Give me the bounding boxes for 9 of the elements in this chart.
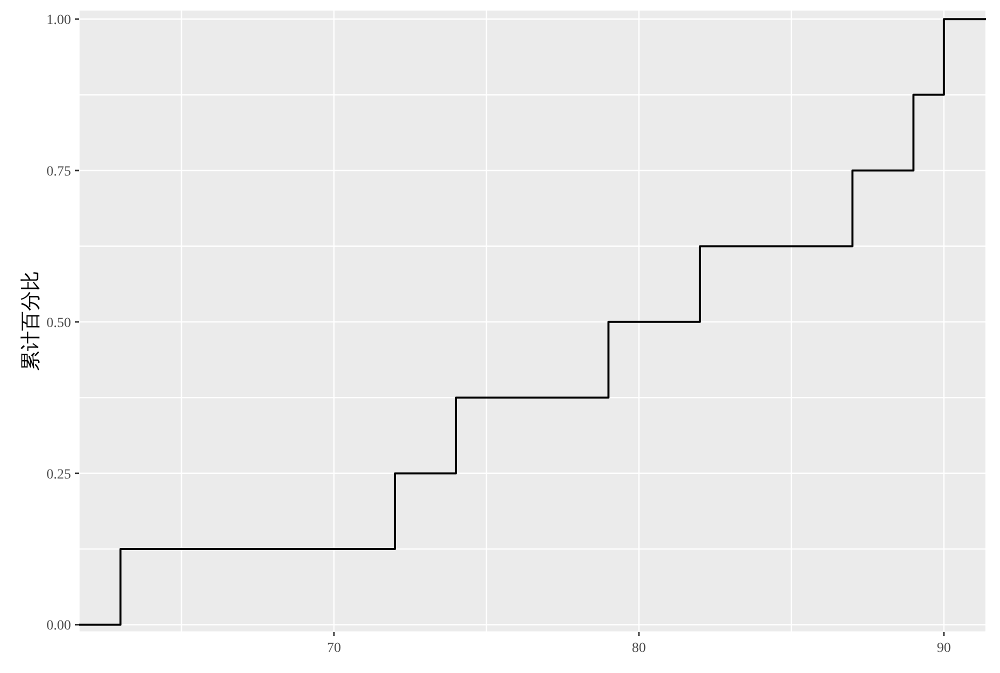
y-axis-title: 累计百分比 xyxy=(18,271,42,371)
y-tick-label: 1.00 xyxy=(46,13,71,28)
y-tick-label: 0.00 xyxy=(46,618,71,634)
y-tick-label: 0.75 xyxy=(46,164,71,180)
x-tick-label: 90 xyxy=(936,641,951,656)
y-tick-label: 0.50 xyxy=(46,316,71,331)
x-tick-label: 80 xyxy=(632,641,646,656)
y-tick-label: 0.25 xyxy=(46,467,71,482)
x-tick-label: 70 xyxy=(326,641,341,656)
